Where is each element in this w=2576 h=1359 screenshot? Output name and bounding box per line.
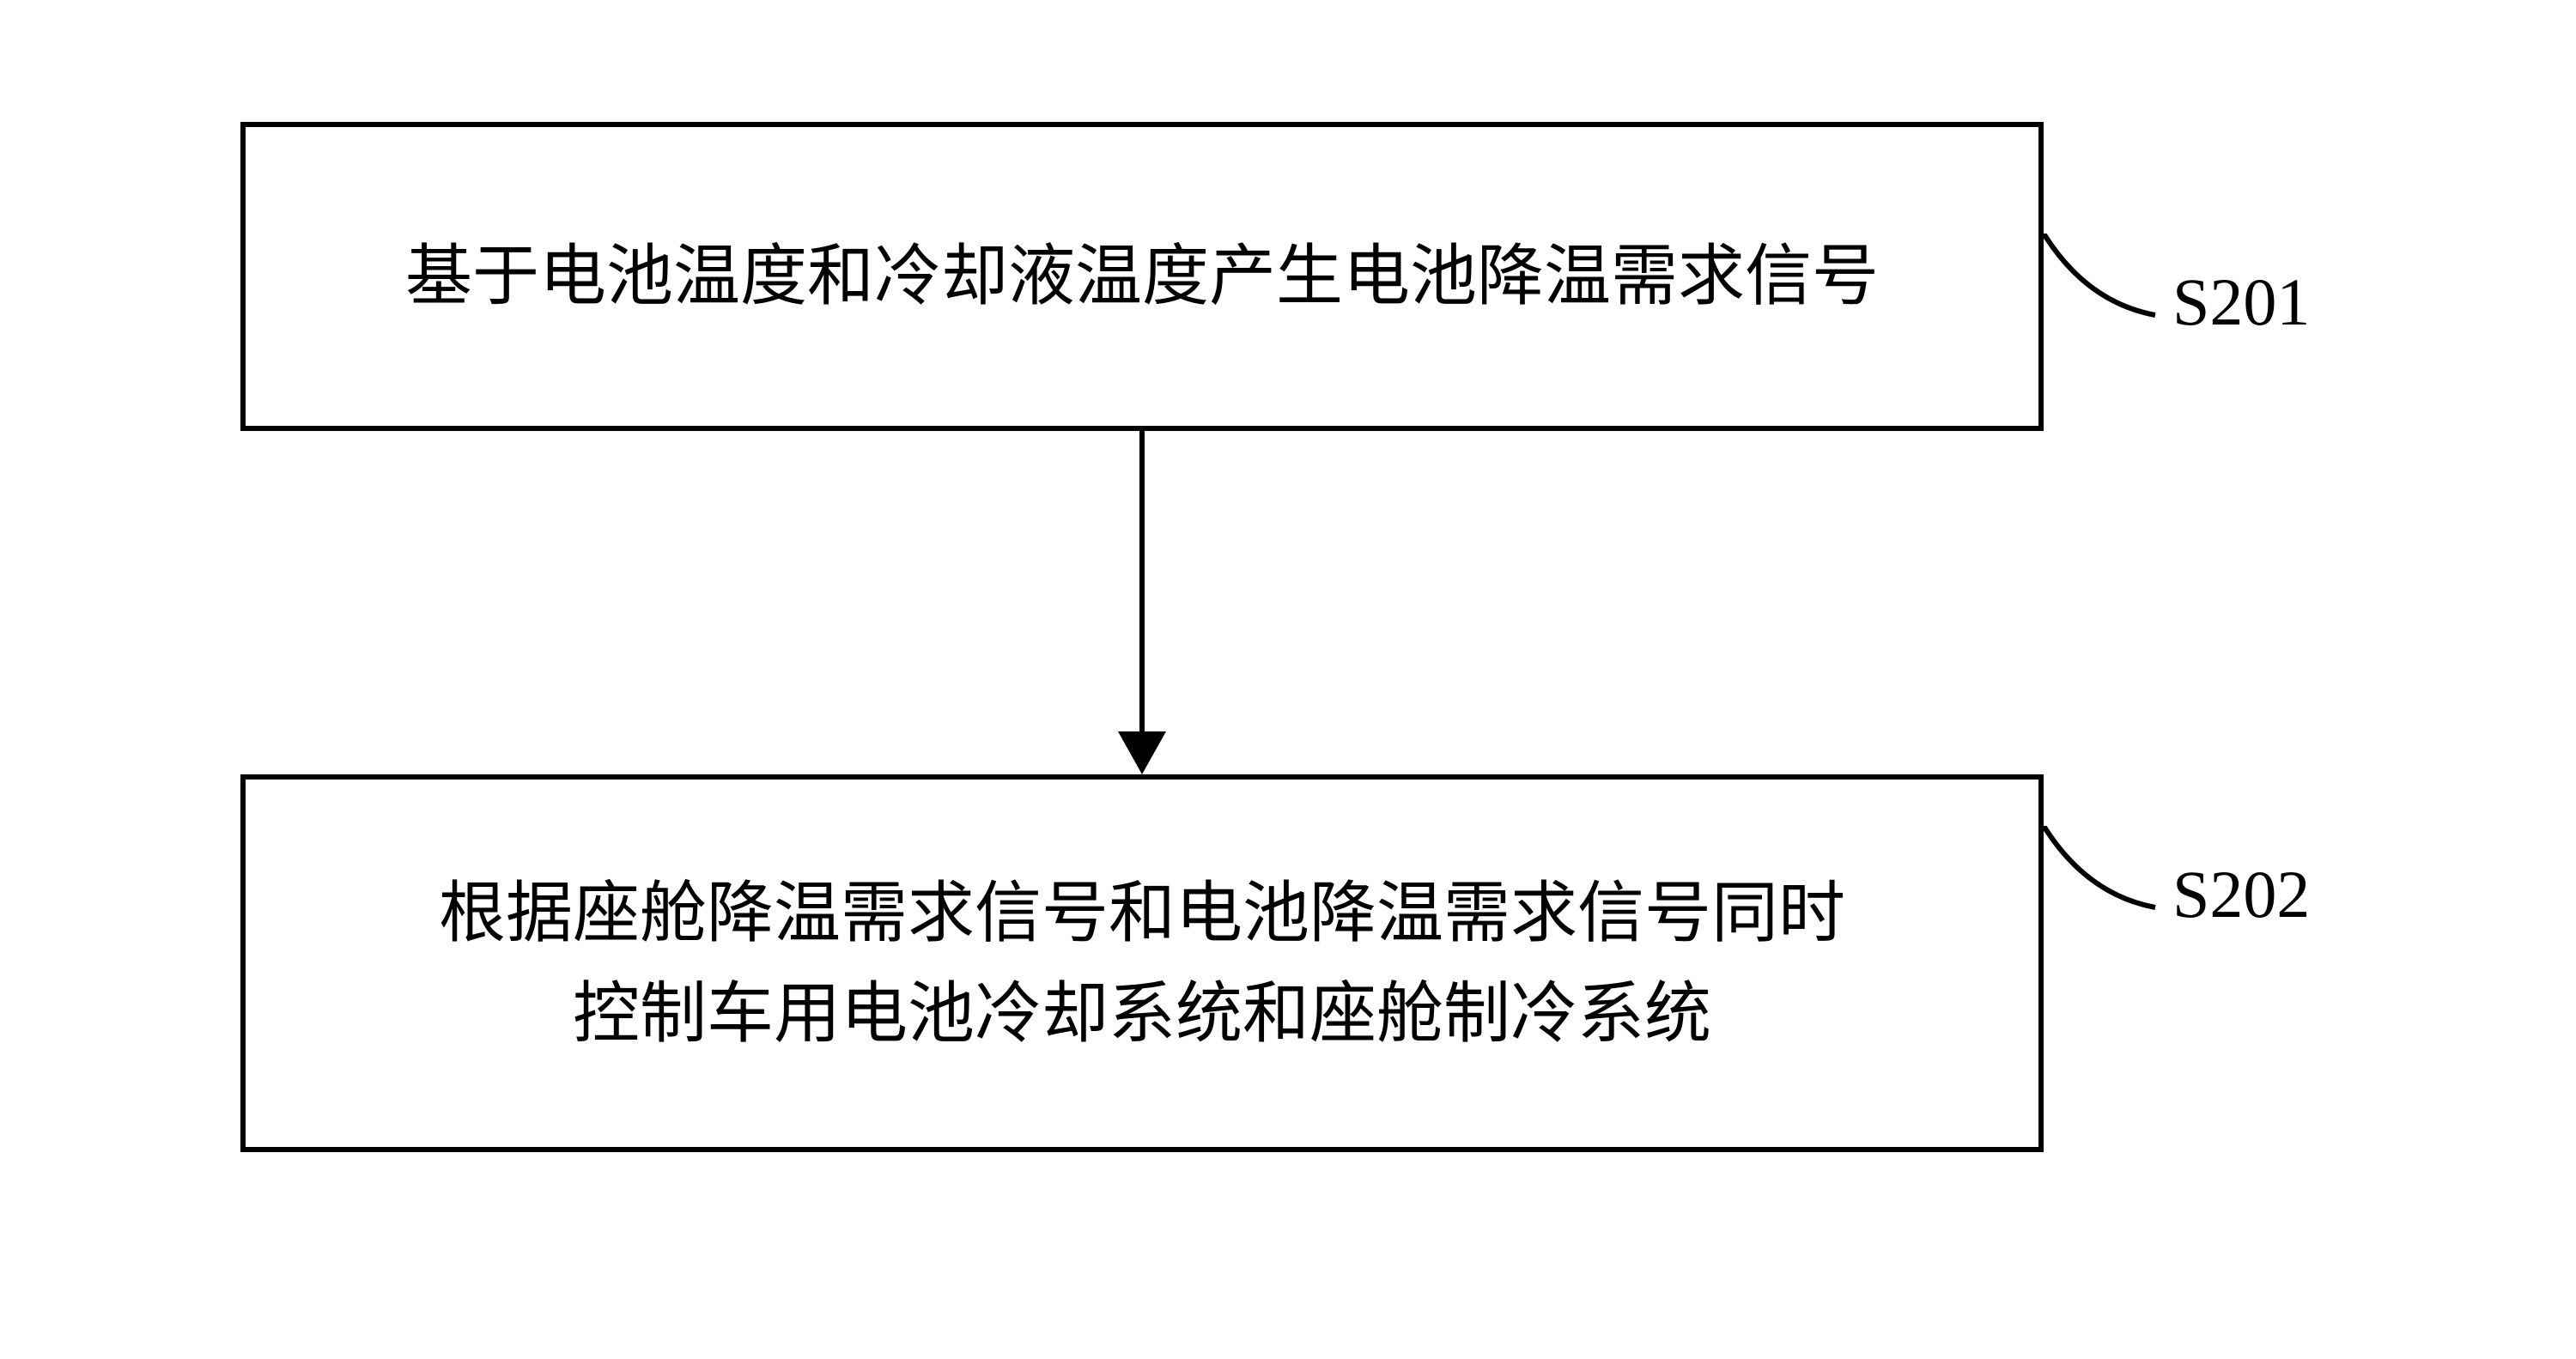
connector-s202 [2044,826,2181,929]
arrow-head [1118,731,1166,774]
step-label-s201: S201 [2172,264,2310,341]
step-box-s202: 根据座舱降温需求信号和电池降温需求信号同时 控制车用电池冷却系统和座舱制冷系统 [240,774,2044,1152]
step-text-s202: 根据座舱降温需求信号和电池降温需求信号同时 控制车用电池冷却系统和座舱制冷系统 [439,863,1845,1064]
step-label-s202: S202 [2172,856,2310,933]
arrow-line [1139,431,1145,731]
connector-s201 [2044,234,2181,337]
flowchart-container: 基于电池温度和冷却液温度产生电池降温需求信号 S201 根据座舱降温需求信号和电… [172,122,2404,1238]
step-box-s201: 基于电池温度和冷却液温度产生电池降温需求信号 [240,122,2044,431]
step-text-s201: 基于电池温度和冷却液温度产生电池降温需求信号 [405,226,1879,326]
